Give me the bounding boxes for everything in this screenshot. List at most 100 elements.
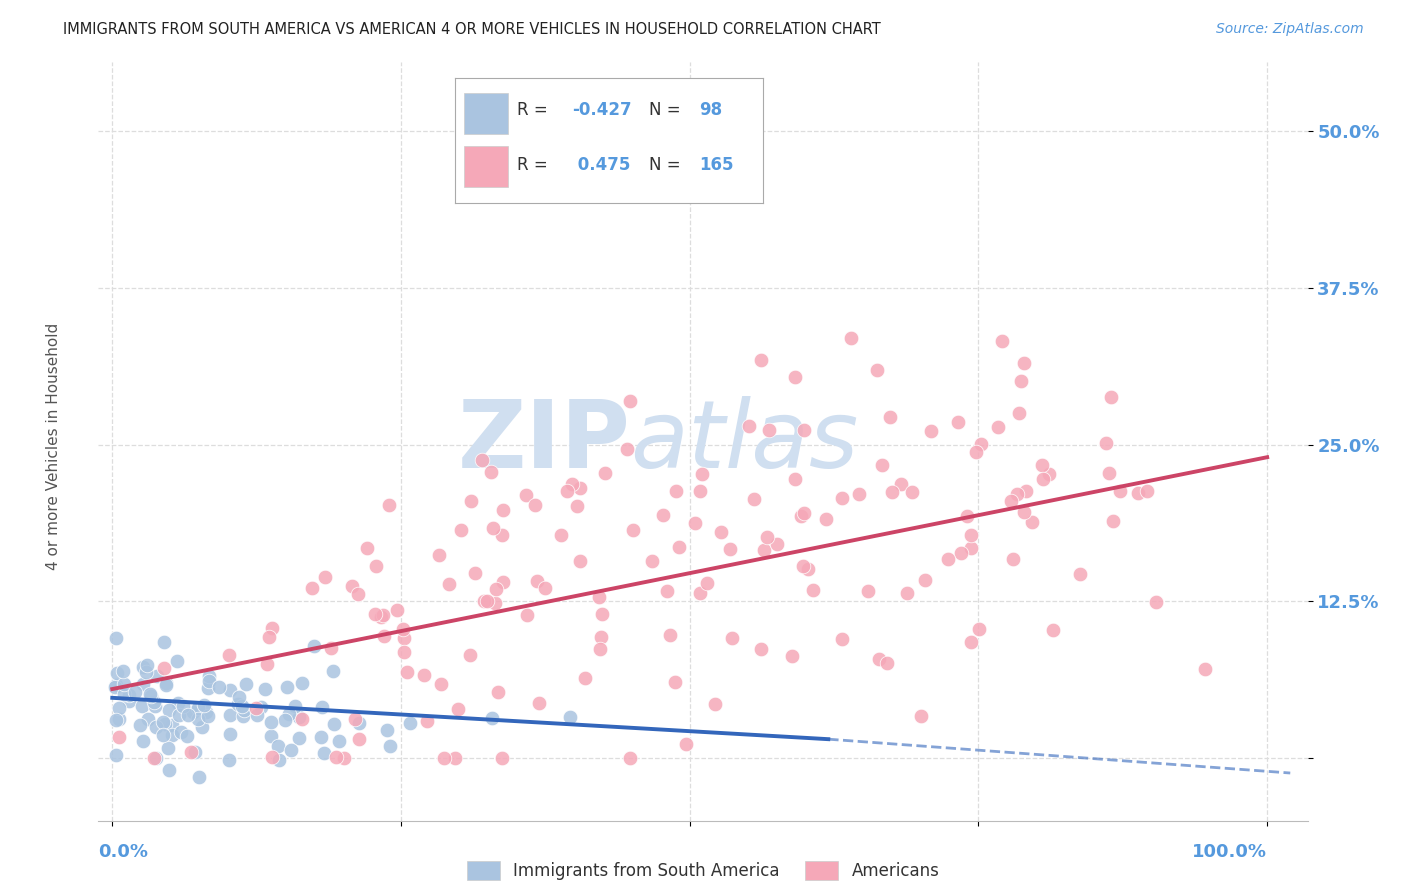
Point (181, 705, 204, 719)
Point (108, 712, 131, 726)
Point (267, 753, 290, 767)
Point (479, 465, 502, 479)
Point (589, 641, 612, 656)
Point (492, 502, 515, 516)
Point (321, 640, 343, 655)
Point (1069, 567, 1091, 582)
Point (322, 664, 344, 678)
Point (111, 664, 134, 678)
Point (1000, 494, 1022, 508)
Point (914, 573, 936, 587)
Point (1031, 458, 1053, 472)
Point (529, 696, 551, 710)
Point (250, 700, 273, 714)
Point (1109, 483, 1132, 498)
Point (392, 632, 415, 646)
Point (413, 667, 436, 681)
Point (896, 586, 918, 600)
Point (124, 685, 146, 699)
Point (146, 669, 169, 683)
Point (104, 748, 127, 763)
Point (160, 728, 183, 742)
Point (665, 483, 688, 498)
Point (689, 586, 711, 600)
Point (814, 512, 837, 526)
Point (987, 419, 1010, 434)
Point (277, 707, 299, 722)
Point (155, 676, 177, 690)
Point (370, 610, 392, 624)
Point (703, 697, 725, 711)
Point (959, 634, 981, 648)
Point (291, 712, 314, 726)
Point (233, 703, 256, 717)
Point (256, 657, 278, 672)
Point (765, 537, 787, 551)
Point (322, 717, 344, 731)
Point (780, 648, 803, 663)
Point (1194, 662, 1216, 676)
Point (183, 745, 205, 759)
Point (302, 639, 325, 653)
Point (1042, 623, 1064, 637)
Point (373, 629, 395, 643)
Point (311, 700, 333, 714)
Point (429, 677, 451, 691)
Point (392, 623, 415, 637)
Point (591, 630, 613, 644)
Point (839, 331, 862, 345)
Text: atlas: atlas (630, 396, 859, 487)
Point (198, 673, 221, 688)
Point (218, 753, 240, 767)
Point (534, 582, 557, 596)
Point (136, 712, 159, 726)
Point (591, 607, 613, 621)
Point (616, 442, 638, 456)
Point (481, 711, 503, 725)
Point (568, 554, 591, 568)
Point (790, 509, 813, 524)
Point (157, 703, 180, 717)
Point (491, 751, 513, 765)
Point (314, 746, 336, 760)
Point (105, 631, 128, 645)
Point (486, 685, 509, 699)
Point (276, 680, 298, 694)
Point (793, 423, 815, 437)
Point (143, 699, 166, 714)
Point (710, 524, 733, 539)
Point (309, 730, 332, 744)
Point (880, 484, 903, 499)
Point (664, 675, 686, 690)
Point (218, 648, 240, 662)
Point (910, 709, 932, 723)
Point (219, 727, 242, 741)
Point (260, 729, 283, 743)
Point (259, 715, 281, 730)
Point (280, 743, 302, 757)
Point (619, 751, 641, 765)
Point (458, 648, 481, 663)
Point (969, 437, 991, 451)
Point (444, 751, 467, 765)
Point (752, 542, 775, 557)
Point (254, 682, 277, 697)
Point (1038, 467, 1060, 482)
Point (1008, 406, 1031, 420)
Point (152, 635, 174, 649)
Point (524, 498, 547, 512)
Point (347, 587, 370, 601)
Point (392, 644, 415, 658)
Point (865, 362, 887, 376)
Point (475, 594, 498, 608)
Point (550, 528, 572, 542)
Point (744, 491, 766, 506)
Point (172, 699, 194, 714)
Point (593, 466, 616, 480)
Point (588, 590, 610, 604)
Point (301, 582, 323, 596)
Point (333, 751, 356, 765)
Point (793, 506, 815, 520)
Text: IMMIGRANTS FROM SOUTH AMERICA VS AMERICAN 4 OR MORE VEHICLES IN HOUSEHOLD CORREL: IMMIGRANTS FROM SOUTH AMERICA VS AMERICA… (63, 22, 882, 37)
Point (946, 416, 969, 430)
